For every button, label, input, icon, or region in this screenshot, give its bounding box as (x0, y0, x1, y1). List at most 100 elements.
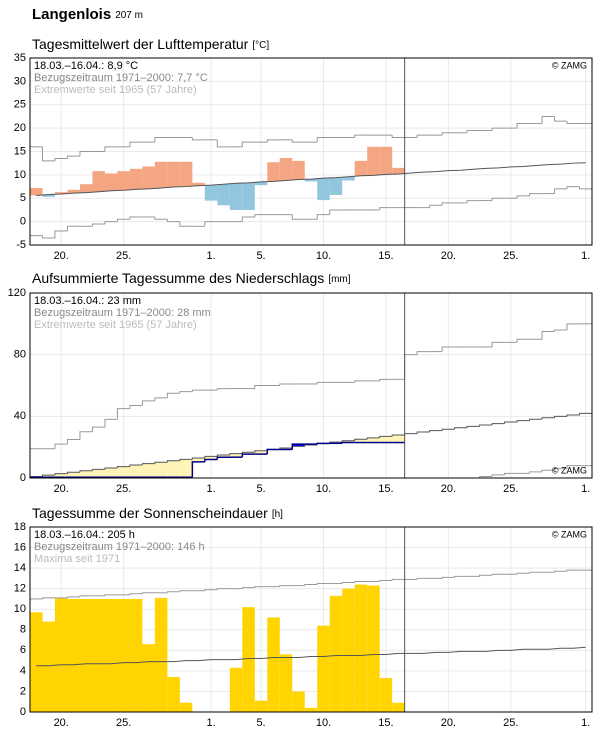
extreme-min-step (429, 204, 443, 208)
note: Bezugszeitraum 1971–2000: 28 mm (34, 307, 211, 319)
normal-step (541, 417, 555, 420)
normal-step (579, 412, 592, 415)
chart-unit: [mm] (328, 274, 350, 285)
anomaly-bar (192, 182, 205, 186)
extreme-min-step (554, 188, 568, 194)
bar (304, 707, 318, 712)
anomaly-bar (30, 187, 43, 196)
extreme-max-step (279, 585, 293, 587)
extreme-max-step (216, 388, 230, 391)
y-tick-label: 14 (14, 562, 26, 574)
normal-step (91, 468, 105, 471)
extreme-max-step (354, 580, 368, 583)
anomaly-bar (217, 184, 230, 206)
bar (42, 621, 55, 712)
normal-step (429, 430, 443, 433)
anomaly-bar (42, 194, 55, 197)
anomaly-bar (79, 184, 93, 193)
extreme-max-step (491, 573, 505, 576)
extreme-max-step (291, 139, 305, 143)
x-tick-label: 1. (206, 483, 215, 495)
difference-area (104, 467, 118, 478)
anomaly-bar (67, 189, 80, 194)
extreme-min-step (529, 193, 543, 196)
bar (242, 607, 255, 712)
y-tick-label: 5 (20, 192, 26, 204)
difference-area (42, 475, 55, 478)
extreme-max-step (254, 586, 268, 588)
anomaly-bar (267, 162, 280, 182)
chart-panel: Aufsummierte Tagessumme des Niederschlag… (8, 270, 593, 495)
bar (129, 598, 143, 712)
extreme-min-step (254, 214, 268, 217)
normal-step (204, 455, 218, 458)
bar (379, 678, 393, 712)
x-tick-label: 25. (503, 483, 518, 495)
y-tick-label: 0 (20, 706, 26, 718)
difference-area (67, 472, 80, 478)
normal-step (129, 464, 143, 467)
extreme-max-step (304, 584, 318, 586)
y-tick-label: 30 (14, 75, 26, 87)
x-tick-label: 20. (54, 717, 69, 729)
anomaly-bar (379, 146, 393, 175)
normal-line (36, 646, 586, 667)
extreme-max-step (416, 134, 430, 138)
difference-area (217, 455, 230, 458)
extreme-max-step (141, 400, 155, 406)
extreme-min-step (316, 214, 330, 220)
normal-step (379, 435, 393, 438)
extreme-max-step (354, 134, 368, 138)
difference-area (117, 466, 130, 478)
extreme-max-step (554, 116, 568, 122)
anomaly-bar (204, 185, 218, 201)
extreme-max-step (479, 574, 493, 577)
bar (92, 598, 105, 712)
difference-area (92, 469, 105, 478)
note: Bezugszeitraum 1971–2000: 7,7 °C (34, 72, 208, 84)
extreme-max-step (166, 392, 180, 398)
bar (142, 644, 155, 712)
chart-title-text: Aufsummierte Tagessumme des Niederschlag… (32, 270, 324, 286)
extreme-max-step (379, 378, 393, 381)
normal-step (416, 431, 430, 434)
normal-line (36, 162, 586, 196)
extreme-max-step (79, 595, 93, 597)
y-tick-label: 6 (20, 644, 26, 656)
y-tick-label: 35 (14, 52, 26, 64)
extreme-max-step (179, 590, 193, 592)
extreme-max-step (254, 385, 268, 389)
note: Maxima seit 1971 (34, 553, 120, 565)
extreme-min-step (579, 186, 592, 190)
x-tick-label: 20. (54, 483, 69, 495)
normal-step (491, 423, 505, 425)
anomaly-bar (104, 173, 118, 191)
extreme-max-step (554, 329, 568, 332)
difference-area (79, 470, 93, 478)
extreme-max-step (541, 331, 555, 340)
plot-frame (29, 526, 593, 713)
y-tick-label: 120 (8, 287, 26, 299)
plot-frame (29, 292, 593, 479)
extreme-min-step (329, 209, 343, 215)
difference-area (254, 450, 268, 455)
x-tick-label: 1. (581, 483, 590, 495)
extreme-max-step (129, 593, 143, 595)
x-tick-label: 20. (441, 250, 456, 262)
plot-frame (29, 57, 593, 246)
extreme-min-step (491, 474, 505, 477)
bar (279, 654, 293, 712)
extreme-max-step (116, 408, 130, 420)
extreme-max-step (341, 582, 355, 584)
x-tick-label: 5. (256, 717, 265, 729)
x-tick-label: 5. (256, 483, 265, 495)
extreme-max-step (66, 596, 80, 598)
bar (317, 625, 330, 712)
extreme-max-step (104, 418, 118, 428)
extreme-max-step (516, 122, 530, 129)
difference-area (379, 436, 393, 443)
extreme-max-step (241, 587, 255, 589)
extreme-max-step (404, 354, 418, 380)
extreme-max-step (316, 136, 330, 143)
note: 18.03.–16.04.: 8,9 °C (34, 60, 138, 72)
